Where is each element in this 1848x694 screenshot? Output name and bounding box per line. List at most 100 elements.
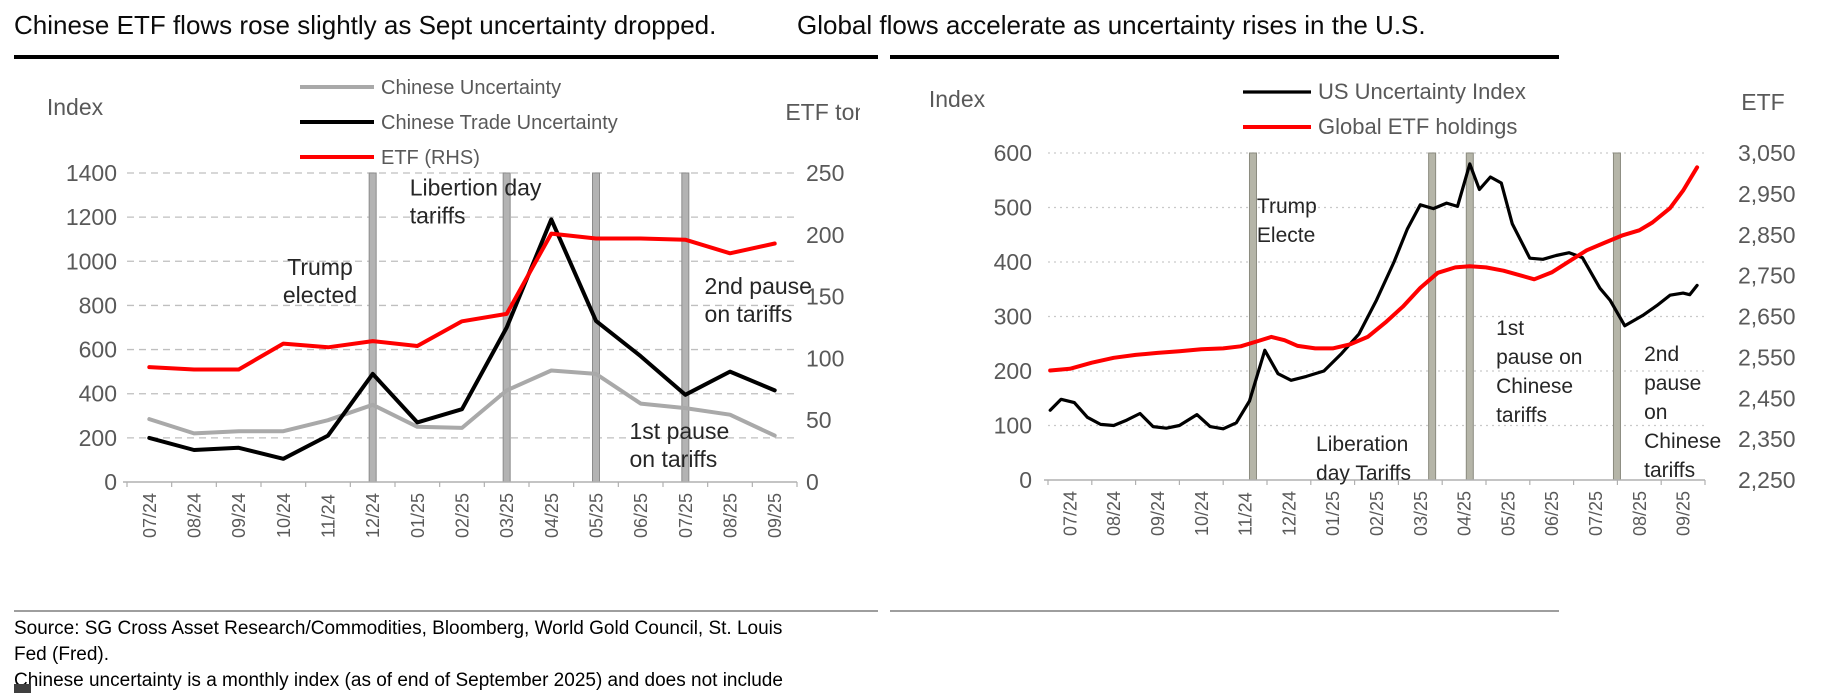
right-axis-tick-label: 2,750 — [1738, 263, 1796, 289]
event-marker-bar — [1465, 152, 1474, 481]
right-axis-tick-label: 2,450 — [1738, 385, 1796, 411]
right-axis-tick-label: 150 — [806, 284, 844, 310]
left-axis-title: Index — [47, 94, 104, 120]
x-axis-tick-label: 02/25 — [453, 493, 473, 538]
chinese-trade-uncertainty-line — [147, 217, 777, 461]
x-axis-tick-label: 04/25 — [1455, 491, 1475, 536]
x-axis-tick-label: 07/24 — [140, 493, 160, 538]
etf-rhs-legend-label: ETF (RHS) — [381, 147, 480, 169]
event-marker-bar — [1428, 152, 1437, 481]
x-axis-tick-label: 01/25 — [408, 493, 428, 538]
x-axis-tick-label: 02/25 — [1367, 491, 1387, 536]
annotation-text: day Tariffs — [1316, 462, 1411, 485]
annotation-text: Electe — [1257, 224, 1315, 247]
source-note-line2: Chinese uncertainty is a monthly index (… — [14, 670, 783, 691]
right-axis-tick-label: 100 — [806, 345, 844, 371]
annotation-text: on tariffs — [630, 446, 718, 472]
x-axis-tick-label: 07/25 — [1586, 491, 1606, 536]
left-axis-tick-label: 200 — [79, 425, 117, 451]
source-note-line1: Source: SG Cross Asset Research/Commodit… — [14, 618, 783, 665]
x-axis-tick-label: 05/25 — [587, 493, 607, 538]
right-axis-title: ETF — [1741, 89, 1784, 115]
left-axis-tick-label: 400 — [79, 381, 117, 407]
right-axis-title: ETF tons — [785, 99, 860, 125]
chinese-etf-chart: 0 200 400 600 800 1000 1200 1400 0 50 100 150 200 250… — [47, 77, 860, 538]
x-axis-tick-label: 10/24 — [274, 493, 294, 538]
annotation-text: Chinese — [1644, 430, 1721, 453]
right-title-underline — [890, 55, 1559, 59]
annotation-text: 2nd pause — [705, 273, 812, 299]
chinese-uncertainty-line — [147, 368, 777, 438]
right-axis-tick-label: 250 — [806, 160, 844, 186]
etf-rhs-line — [147, 231, 777, 372]
annotation-text: pause — [1644, 372, 1701, 395]
x-axis-tick-label: 11/24 — [319, 494, 339, 538]
x-axis-tick-label: 09/25 — [1674, 491, 1694, 536]
x-axis-tick-label: 06/25 — [1542, 491, 1562, 536]
left-chart-title: Chinese ETF flows rose slightly as Sept … — [14, 10, 717, 40]
footer-divider-right — [890, 610, 1559, 612]
x-axis-tick-label: 05/25 — [1498, 491, 1518, 536]
cropped-footer-mark — [14, 684, 31, 693]
right-chart-title: Global flows accelerate as uncertainty r… — [797, 10, 1426, 40]
left-axis-tick-label: 1200 — [66, 204, 117, 230]
annotation-text: on — [1644, 401, 1667, 424]
global-etf-chart: 0 100 200 300 400 500 600 2,250 2,350 2,450 2,550 2… — [929, 79, 1796, 536]
x-axis-tick-label: 01/25 — [1323, 491, 1343, 536]
global-etf-holdings-legend-label: Global ETF holdings — [1318, 114, 1517, 139]
chinese-uncertainty-legend-label: Chinese Uncertainty — [381, 77, 561, 99]
right-axis-tick-label: 2,650 — [1738, 304, 1796, 330]
left-title-underline — [14, 55, 878, 59]
x-axis-tick-label: 09/24 — [1148, 491, 1168, 536]
x-axis-tick-label: 12/24 — [1279, 491, 1299, 536]
source-note: Source: SG Cross Asset Research/Commodit… — [14, 616, 814, 694]
right-axis-tick-label: 2,950 — [1738, 181, 1796, 207]
annotation-text: 2nd — [1644, 343, 1679, 366]
annotation-text: Trump — [1257, 195, 1317, 218]
x-axis-tick-label: 11/24 — [1236, 492, 1256, 536]
us-uncertainty-index-legend-label: US Uncertainty Index — [1318, 79, 1526, 104]
annotation-text: 1st — [1496, 317, 1524, 340]
x-axis-tick-label: 06/25 — [631, 493, 651, 538]
annotation-text: tariffs — [1644, 459, 1695, 482]
event-marker-bar — [368, 172, 377, 483]
x-axis-tick-label: 08/24 — [1104, 491, 1124, 536]
x-axis-tick-label: 08/24 — [185, 493, 205, 538]
left-axis-tick-label: 400 — [994, 249, 1032, 275]
x-axis-tick-label: 08/25 — [1630, 491, 1650, 536]
right-axis-tick-label: 2,850 — [1738, 222, 1796, 248]
annotation-text: tariffs — [410, 202, 466, 228]
footer-divider-left — [14, 610, 878, 612]
left-axis-tick-label: 0 — [104, 469, 117, 495]
annotation-text: Chinese — [1496, 375, 1573, 398]
x-axis-tick-label: 04/25 — [542, 493, 562, 538]
global-etf-holdings-line — [1048, 165, 1700, 373]
us-uncertainty-index-line — [1048, 162, 1699, 431]
annotation-text: on tariffs — [705, 301, 793, 327]
annotation-text: Liberation — [1316, 433, 1408, 456]
x-axis-tick-label: 07/24 — [1060, 491, 1080, 536]
right-axis-tick-label: 2,250 — [1738, 467, 1796, 493]
left-axis-tick-label: 600 — [79, 337, 117, 363]
x-axis-tick-label: 12/24 — [363, 493, 383, 538]
left-axis-tick-label: 500 — [994, 195, 1032, 221]
right-axis-tick-label: 2,550 — [1738, 344, 1796, 370]
left-axis-tick-label: 1400 — [66, 160, 117, 186]
annotation-text: pause on — [1496, 346, 1582, 369]
annotation-text: 1st pause — [630, 418, 730, 444]
x-axis-tick-label: 09/24 — [229, 493, 249, 538]
left-axis-tick-label: 800 — [79, 292, 117, 318]
left-axis-tick-label: 600 — [994, 140, 1032, 166]
right-axis-tick-label: 3,050 — [1738, 140, 1796, 166]
chinese-trade-uncertainty-legend-label: Chinese Trade Uncertainty — [381, 112, 618, 134]
event-marker-bar — [592, 172, 600, 483]
x-axis-tick-label: 03/25 — [1411, 491, 1431, 536]
x-axis-tick-label: 09/25 — [765, 493, 785, 538]
x-axis-tick-label: 07/25 — [676, 493, 696, 538]
annotation-text: Libertion day — [410, 174, 542, 200]
left-axis-title: Index — [929, 86, 986, 112]
right-axis-tick-label: 50 — [806, 407, 832, 433]
x-axis-tick-label: 10/24 — [1192, 491, 1212, 536]
annotation-text: tariffs — [1496, 404, 1547, 427]
